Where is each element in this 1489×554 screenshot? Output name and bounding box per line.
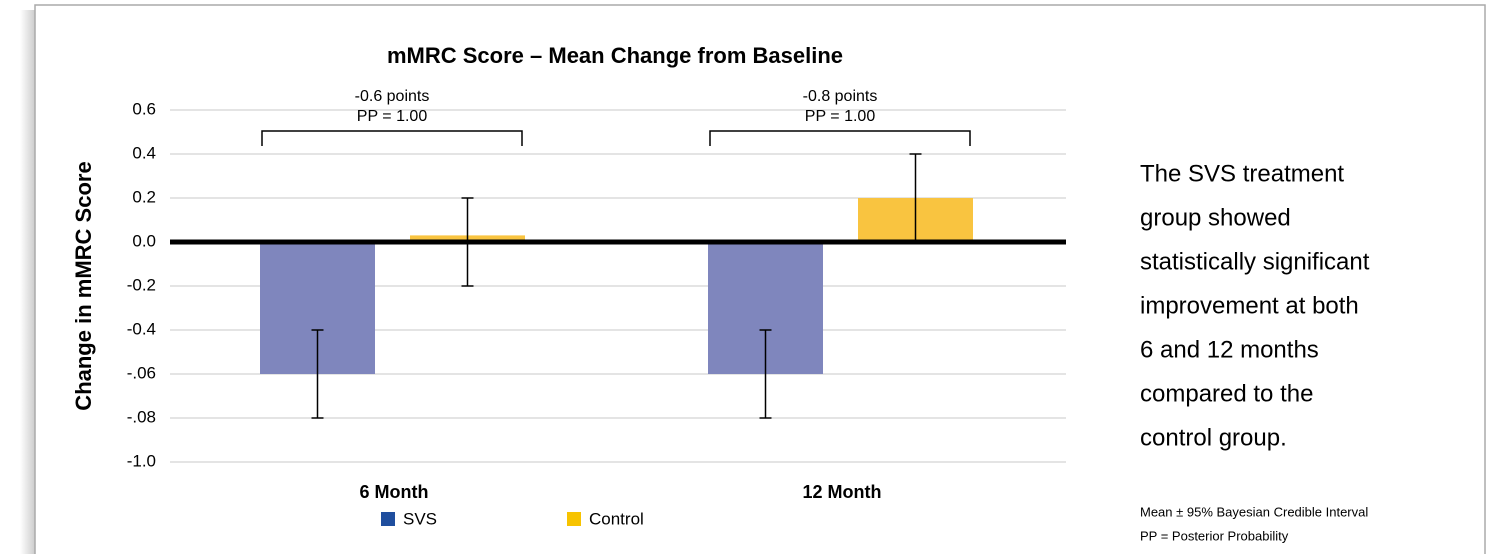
error-bar [909, 153, 922, 243]
bracket [261, 130, 523, 146]
bracket [709, 130, 971, 146]
chart-title: mMRC Score – Mean Change from Baseline [387, 43, 843, 68]
legend-label: SVS [403, 509, 437, 528]
annotation: -0.8 points [803, 88, 878, 105]
side-text: control group. [1140, 424, 1287, 451]
side-text: improvement at both [1140, 292, 1359, 319]
annotation: PP = 1.00 [357, 108, 428, 125]
footnote: PP = Posterior Probability [1140, 528, 1289, 543]
y-tick-label: 0.2 [132, 187, 156, 206]
side-text: group showed [1140, 204, 1291, 231]
legend-swatch [567, 512, 581, 526]
side-text: statistically significant [1140, 248, 1370, 275]
side-text: 6 and 12 months [1140, 336, 1319, 363]
y-axis-label: Change in mMRC Score [71, 161, 96, 410]
frame-shadow [20, 10, 35, 554]
error-bar [311, 329, 324, 419]
legend-label: Control [589, 509, 644, 528]
y-tick-label: 0.4 [132, 143, 156, 162]
error-bar [759, 329, 772, 419]
y-tick-label: -0.4 [127, 319, 156, 338]
side-text: compared to the [1140, 380, 1313, 407]
annotation: PP = 1.00 [805, 108, 876, 125]
annotation: -0.6 points [355, 88, 430, 105]
y-tick-label: -.08 [127, 407, 156, 426]
y-tick-label: -0.2 [127, 275, 156, 294]
y-tick-label: 0.6 [132, 99, 156, 118]
legend-swatch [381, 512, 395, 526]
y-tick-label: 0.0 [132, 231, 156, 250]
x-tick-label: 6 Month [360, 482, 429, 502]
side-text: The SVS treatment [1140, 160, 1344, 187]
error-bar [461, 197, 474, 287]
y-tick-label: -.06 [127, 363, 156, 382]
x-tick-label: 12 Month [803, 482, 882, 502]
footnote: Mean ± 95% Bayesian Credible Interval [1140, 504, 1368, 519]
y-tick-label: -1.0 [127, 451, 156, 470]
